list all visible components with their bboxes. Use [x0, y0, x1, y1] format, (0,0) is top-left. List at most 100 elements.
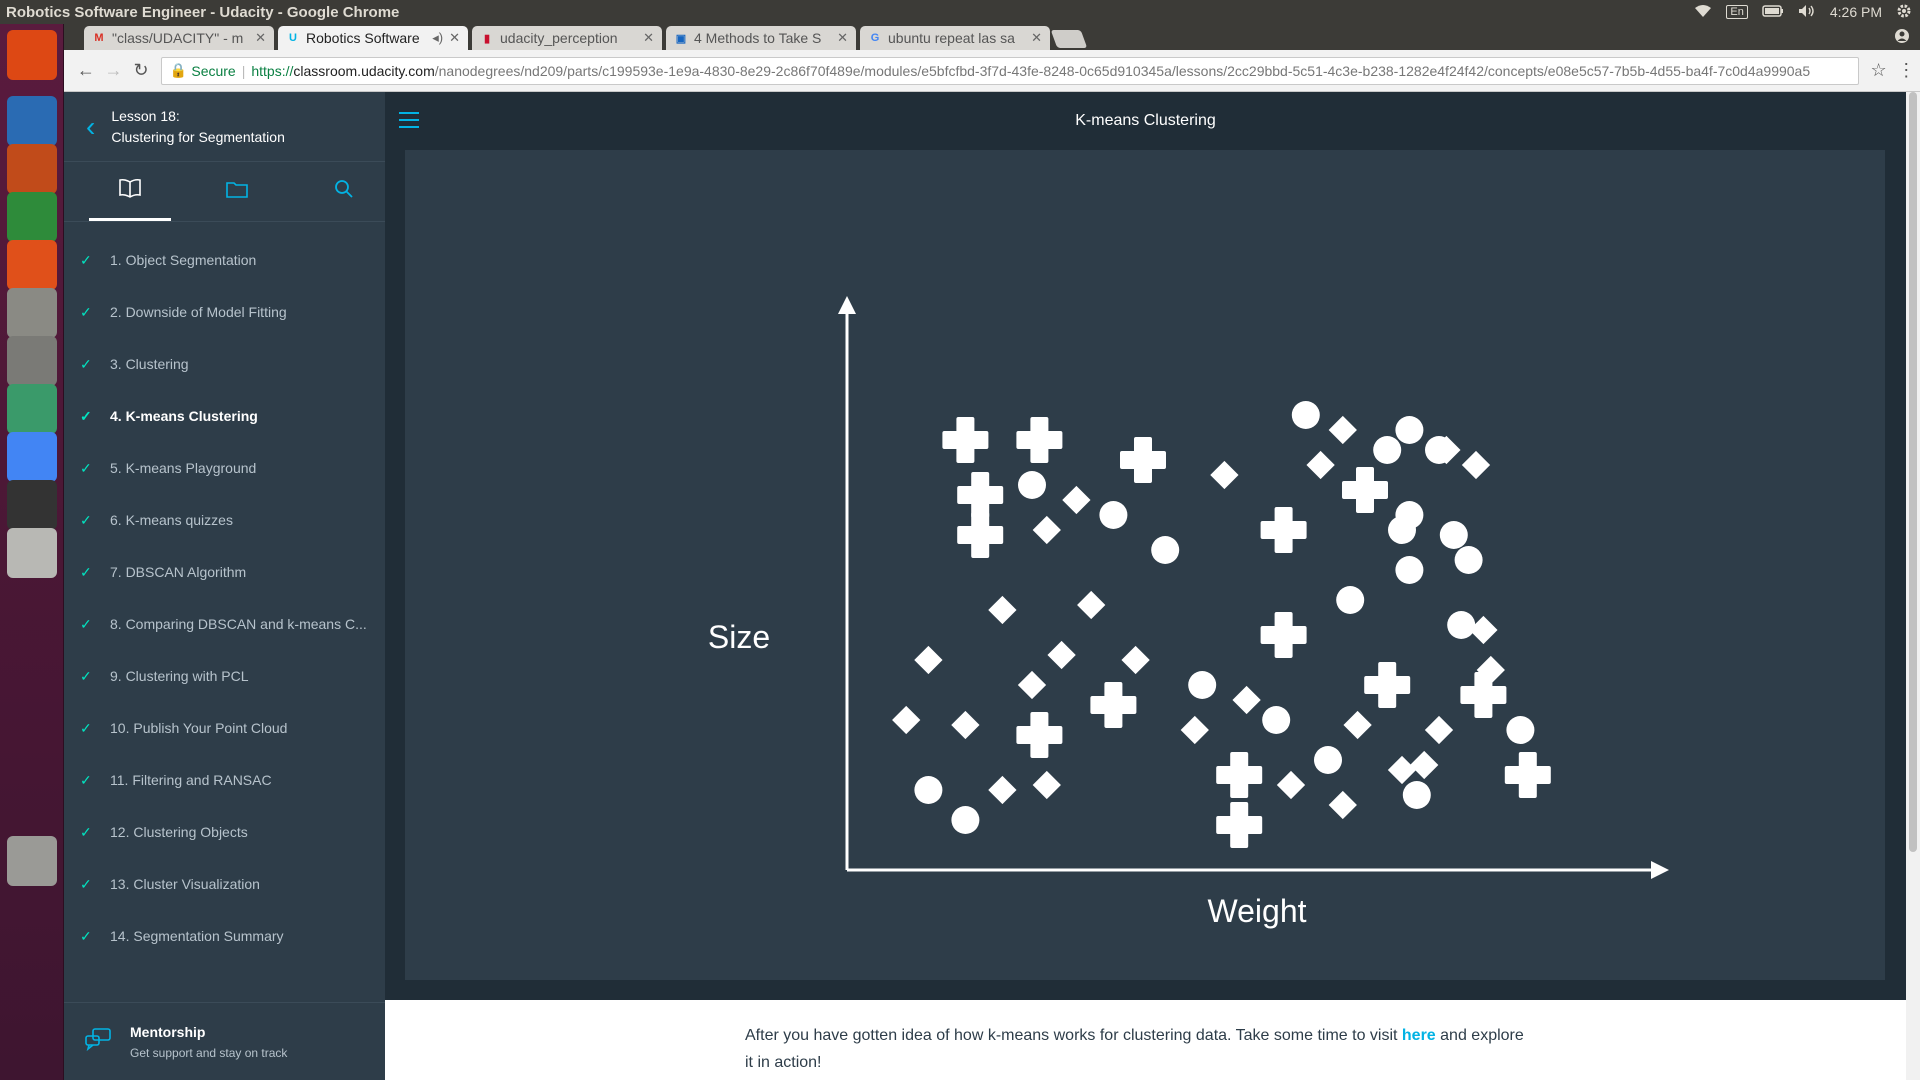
wifi-icon[interactable] [1694, 4, 1712, 21]
clock[interactable]: 4:26 PM [1829, 4, 1882, 20]
system-settings-icon[interactable] [7, 336, 57, 386]
window-title: Robotics Software Engineer - Udacity - G… [6, 3, 400, 21]
mentorship-link[interactable]: Mentorship Get support and stay on track [64, 1002, 385, 1080]
diamond-point [1306, 450, 1335, 480]
concept-item[interactable]: ✓ 14. Segmentation Summary [64, 910, 385, 962]
scrollbar-thumb[interactable] [1909, 92, 1917, 852]
diamond-point [1387, 755, 1417, 785]
menu-icon[interactable]: ⋮ [1897, 60, 1916, 80]
concept-item[interactable]: ✓ 11. Filtering and RANSAC [64, 754, 385, 806]
terminal-icon[interactable] [7, 480, 57, 530]
back-icon[interactable]: ← [76, 60, 95, 80]
hamburger-menu-icon[interactable] [399, 112, 419, 133]
software-center-icon[interactable] [7, 240, 57, 290]
tab-search[interactable] [303, 162, 385, 221]
back-chevron-icon[interactable]: ‹ [86, 110, 96, 142]
concept-item[interactable]: ✓ 6. K-means quizzes [64, 494, 385, 546]
tab-google-search[interactable]: G ubuntu repeat las sa ✕ [860, 26, 1050, 50]
trash-icon[interactable] [7, 836, 57, 886]
circle-point [1151, 536, 1180, 564]
github-icon: ▮ [483, 32, 491, 45]
body-text-before: After you have gotten idea of how k-mean… [745, 1027, 1402, 1044]
cross-point [1016, 417, 1063, 463]
cross-point [1364, 662, 1411, 708]
concept-item[interactable]: ✓ 10. Publish Your Point Cloud [64, 702, 385, 754]
disk-icon[interactable] [7, 528, 57, 578]
body-text-after: and explore it in action! [745, 1027, 1524, 1071]
tab-concepts[interactable] [89, 162, 171, 221]
tab-title: Robotics Software [306, 30, 420, 46]
cross-point [1216, 802, 1263, 848]
concept-item[interactable]: ✓ 12. Clustering Objects [64, 806, 385, 858]
concept-item[interactable]: ✓ 7. DBSCAN Algorithm [64, 546, 385, 598]
concept-item[interactable]: ✓ 8. Comparing DBSCAN and k-means C... [64, 598, 385, 650]
checkmark-icon: ✓ [80, 303, 92, 320]
tab-gmail[interactable]: M "class/UDACITY" - m ✕ [84, 26, 274, 50]
profile-icon[interactable] [1894, 28, 1910, 49]
concept-item[interactable]: ✓ 4. K-means Clustering [64, 390, 385, 442]
x-axis-label: Weight [1207, 893, 1306, 929]
writer-icon[interactable] [7, 96, 57, 146]
diamond-point [988, 775, 1017, 805]
concept-list: ✓ 1. Object Segmentation ✓ 2. Downside of M… [64, 222, 385, 962]
concept-item[interactable]: ✓ 3. Clustering [64, 338, 385, 390]
tab-perception[interactable]: ▮ udacity_perception ✕ [472, 26, 662, 50]
url-path: /nanodegrees/nd209/parts/c199593e-1e9a-4… [434, 62, 1811, 79]
concept-label: 3. Clustering [110, 356, 189, 372]
atom-icon[interactable] [7, 384, 57, 434]
tab-title: ubuntu repeat las sa [888, 30, 1015, 46]
cross-point [957, 472, 1004, 518]
chrome-icon[interactable] [7, 432, 57, 482]
battery-icon[interactable] [1762, 4, 1784, 20]
volume-icon[interactable] [1798, 4, 1816, 21]
forward-icon[interactable]: → [104, 60, 123, 80]
secure-label: Secure [191, 62, 236, 79]
ubuntu-dash-icon[interactable] [7, 30, 57, 80]
close-icon[interactable]: ✕ [1031, 30, 1042, 45]
close-icon[interactable]: ✕ [643, 30, 654, 45]
circle-point [1291, 401, 1320, 429]
concept-item[interactable]: ✓ 9. Clustering with PCL [64, 650, 385, 702]
diamond-point [1328, 415, 1357, 445]
here-link[interactable]: here [1401, 1027, 1436, 1044]
calc-icon[interactable] [7, 192, 57, 242]
impress-icon[interactable] [7, 144, 57, 194]
close-icon[interactable]: ✕ [255, 30, 266, 45]
close-icon[interactable]: ✕ [837, 30, 848, 45]
audio-icon[interactable]: ◂) [432, 30, 444, 45]
checkmark-icon: ✓ [80, 667, 92, 684]
launcher [0, 24, 64, 1080]
reload-icon[interactable]: ↻ [133, 60, 149, 80]
new-tab-button[interactable] [1050, 30, 1088, 48]
star-icon[interactable]: ☆ [1870, 60, 1887, 80]
diamond-point [1032, 770, 1061, 800]
google-icon: G [870, 32, 880, 44]
concept-item[interactable]: ✓ 5. K-means Playground [64, 442, 385, 494]
tab-robotics[interactable]: U Robotics Software ◂) ✕ [278, 26, 468, 50]
concept-item[interactable]: ✓ 13. Cluster Visualization [64, 858, 385, 910]
checkmark-icon: ✓ [80, 875, 92, 892]
keyboard-layout-indicator[interactable]: En [1726, 5, 1748, 19]
diamond-point [1232, 685, 1261, 715]
x-axis-arrow [1651, 861, 1669, 879]
cross-point [1120, 437, 1166, 483]
close-icon[interactable]: ✕ [449, 30, 460, 45]
page-scrollbar[interactable] [1906, 92, 1920, 1080]
lock-icon: 🔒 [169, 62, 188, 78]
circle-point [1506, 716, 1535, 744]
files-icon[interactable] [7, 288, 57, 338]
circle-point [1395, 501, 1424, 529]
article-icon: ▣ [675, 32, 687, 45]
address-bar[interactable]: 🔒 Secure | https:// classroom.udacity.co… [160, 56, 1859, 85]
checkmark-icon: ✓ [80, 719, 92, 736]
tab-title: 4 Methods to Take S [694, 30, 822, 46]
gear-icon[interactable] [1896, 3, 1912, 22]
concept-item[interactable]: ✓ 1. Object Segmentation [64, 234, 385, 286]
tab-resources[interactable] [196, 162, 278, 221]
tab-methods[interactable]: ▣ 4 Methods to Take S ✕ [666, 26, 856, 50]
diamond-point [1180, 715, 1209, 745]
diamond-point [892, 705, 921, 735]
concept-item[interactable]: ✓ 2. Downside of Model Fitting [64, 286, 385, 338]
media-area: Weight Size [385, 150, 1906, 1000]
tab-title: "class/UDACITY" - m [112, 30, 244, 46]
